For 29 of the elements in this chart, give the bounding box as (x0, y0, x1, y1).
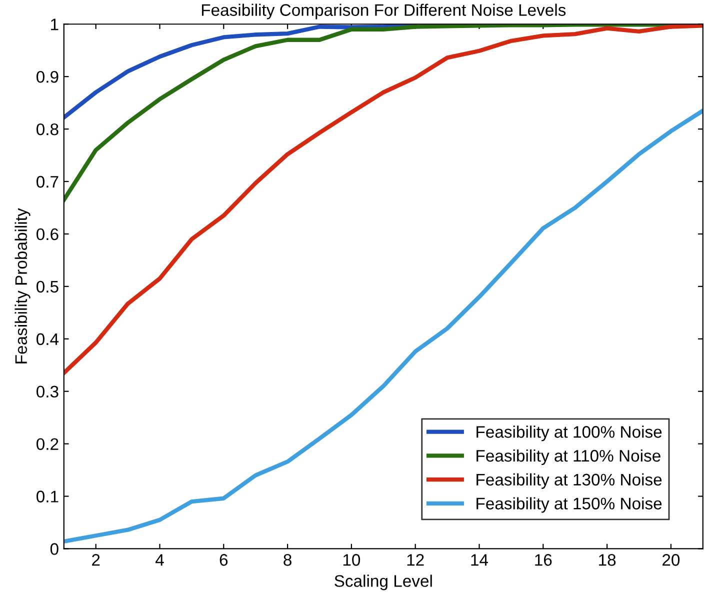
y-tick-label: 0.2 (36, 438, 58, 450)
legend-label: Feasibility at 100% Noise (476, 426, 662, 442)
x-tick-label: 2 (92, 554, 100, 566)
x-tick-label: 6 (220, 554, 228, 566)
legend-label: Feasibility at 110% Noise (476, 449, 660, 466)
legend-label: Feasibility at 130% Noise (476, 473, 662, 489)
y-tick-label: 0.6 (36, 228, 58, 240)
x-tick-label: 14 (471, 554, 488, 566)
legend-label: Feasibility at 150% Noise (476, 497, 662, 513)
x-tick-label: 20 (662, 554, 680, 566)
y-tick-label: 0.8 (36, 123, 58, 136)
x-tick-label: 4 (156, 554, 164, 566)
x-tick-label: 8 (284, 554, 292, 566)
y-tick-label: 0.7 (36, 176, 58, 188)
y-tick-label: 1 (51, 18, 58, 30)
x-tick-label: 10 (343, 554, 360, 566)
line-series (64, 108, 703, 544)
x-axis-title: Scaling Level (334, 574, 432, 590)
x-tick-label: 12 (407, 554, 424, 566)
y-tick-label: 0.9 (36, 70, 58, 83)
y-tick-label: 0.3 (36, 386, 58, 398)
y-axis-title: Feasibility Probability (14, 208, 30, 364)
x-tick-label: 18 (599, 554, 616, 566)
y-tick-label: 0.5 (36, 280, 58, 293)
y-tick-label: 0 (50, 543, 58, 555)
chart-title: Feasibility Comparison For Different Noise Levels (202, 4, 566, 20)
x-tick-label: 16 (535, 554, 552, 566)
y-tick-label: 0.4 (36, 333, 59, 346)
y-tick-label: 0.1 (36, 490, 58, 502)
